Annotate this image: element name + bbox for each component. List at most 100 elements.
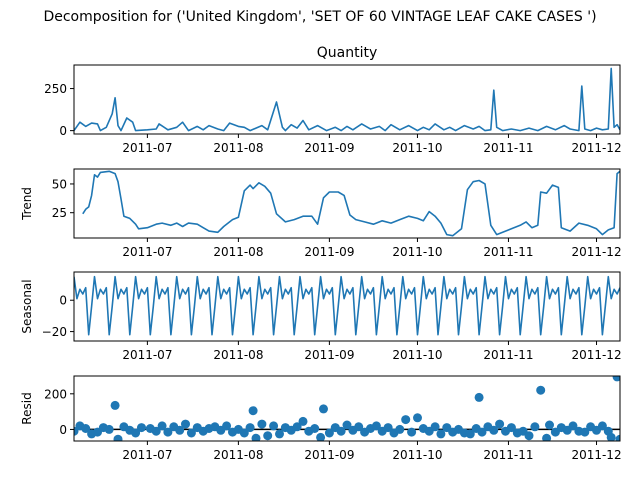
resid-point (465, 429, 475, 439)
axes-frame (73, 375, 621, 442)
panel-quantity: Quantity 2011-07 2011-08 2011-09 2011-10 2011… (44, 45, 621, 155)
resid-point (612, 376, 620, 382)
resid-point (269, 421, 279, 431)
x-tick-label: 2011-08 (213, 448, 263, 462)
plot-area (74, 67, 620, 132)
resid-point (310, 424, 320, 433)
x-tick-label: 2011-09 (304, 141, 354, 155)
resid-point (104, 424, 114, 434)
resid-point (110, 400, 120, 410)
series-line (82, 170, 620, 237)
resid-point (257, 419, 267, 429)
resid-point (336, 426, 346, 436)
resid-point (580, 427, 590, 437)
resid-point (186, 428, 196, 438)
panel-resid: Resid 2011-07 2011-08 2011-09 2011-10 2011-11… (20, 375, 622, 462)
resid-point (222, 421, 232, 431)
x-tick-label: 2011-07 (122, 348, 172, 362)
x-tick-label: 2011-10 (392, 141, 442, 155)
figure-title: Decomposition for ('United Kingdom', 'SE… (43, 9, 596, 25)
resid-point (615, 434, 620, 441)
resid-point (407, 427, 417, 437)
x-tick-label: 2011-07 (122, 141, 172, 155)
resid-point (606, 432, 616, 441)
x-tick-label: 2011-10 (392, 348, 442, 362)
y-axis-label: Trend (20, 187, 34, 221)
resid-point (530, 422, 540, 432)
plot-area (74, 275, 620, 336)
resid-point (430, 422, 440, 432)
x-tick-label: 2011-12 (571, 448, 621, 462)
y-tick-label: 50 (52, 177, 67, 191)
x-tick-label: 2011-08 (213, 141, 263, 155)
resid-point (536, 385, 546, 395)
panel-trend: Trend 2011-07 2011-08 2011-09 2011-10 2011-11… (20, 168, 622, 259)
x-tick-label: 2011-08 (213, 348, 263, 362)
resid-point (248, 406, 258, 416)
resid-point (324, 428, 334, 438)
resid-point (477, 427, 487, 437)
x-tick-label: 2011-07 (122, 448, 172, 462)
resid-point (506, 423, 516, 433)
resid-point (542, 433, 552, 441)
axes-frame (73, 271, 621, 342)
resid-point (151, 426, 161, 436)
resid-point (113, 434, 123, 441)
resid-point (597, 421, 607, 431)
resid-point (354, 422, 364, 432)
resid-point (371, 421, 381, 431)
resid-point (395, 424, 405, 434)
resid-point (81, 424, 91, 433)
resid-point (239, 428, 249, 438)
x-tick-label: 2011-11 (483, 141, 533, 155)
y-tick-label: −20 (42, 325, 67, 339)
resid-point (401, 415, 411, 425)
resid-point (163, 427, 173, 437)
resid-point (275, 429, 284, 439)
x-tick-label: 2011-12 (571, 245, 621, 259)
x-tick-label: 2011-11 (483, 245, 533, 259)
panel-seasonal: Seasonal 2011-07 2011-08 2011-09 2011-10 2011… (20, 271, 622, 362)
x-tick-label: 2011-12 (571, 141, 621, 155)
y-tick-label: 0 (59, 294, 67, 308)
resid-point (383, 423, 393, 433)
resid-point (474, 392, 484, 402)
resid-point (316, 432, 326, 441)
y-tick-label: 200 (44, 387, 67, 401)
x-tick-label: 2011-11 (483, 448, 533, 462)
x-tick-label: 2011-10 (392, 245, 442, 259)
series-line (74, 275, 620, 336)
resid-point (319, 404, 328, 414)
plot-area (82, 170, 620, 237)
resid-point (489, 425, 499, 435)
axes-frame (73, 168, 621, 239)
panel-title: Quantity (317, 45, 378, 61)
x-tick-label: 2011-09 (304, 348, 354, 362)
resid-point (175, 425, 185, 435)
resid-point (495, 419, 505, 429)
resid-point (263, 431, 273, 441)
resid-point (413, 413, 422, 423)
resid-point (568, 421, 578, 431)
y-axis-label: Resid (20, 392, 34, 424)
y-tick-label: 250 (44, 82, 67, 96)
x-tick-label: 2011-10 (392, 448, 442, 462)
resid-point (342, 420, 352, 430)
x-tick-label: 2011-09 (304, 245, 354, 259)
y-axis-label: Seasonal (20, 279, 34, 333)
x-tick-label: 2011-11 (483, 348, 533, 362)
resid-point (251, 433, 261, 441)
resid-point (524, 431, 534, 441)
resid-point (157, 421, 167, 431)
series-line (74, 67, 620, 132)
resid-point (298, 416, 308, 426)
y-tick-label: 25 (52, 206, 67, 220)
x-tick-label: 2011-09 (304, 448, 354, 462)
resid-point (131, 428, 141, 438)
x-tick-label: 2011-08 (213, 245, 263, 259)
resid-point (137, 423, 146, 433)
x-tick-label: 2011-07 (122, 245, 172, 259)
axes-frame (73, 64, 621, 135)
y-tick-label: 0 (59, 124, 67, 138)
y-tick-label: 0 (59, 423, 67, 437)
